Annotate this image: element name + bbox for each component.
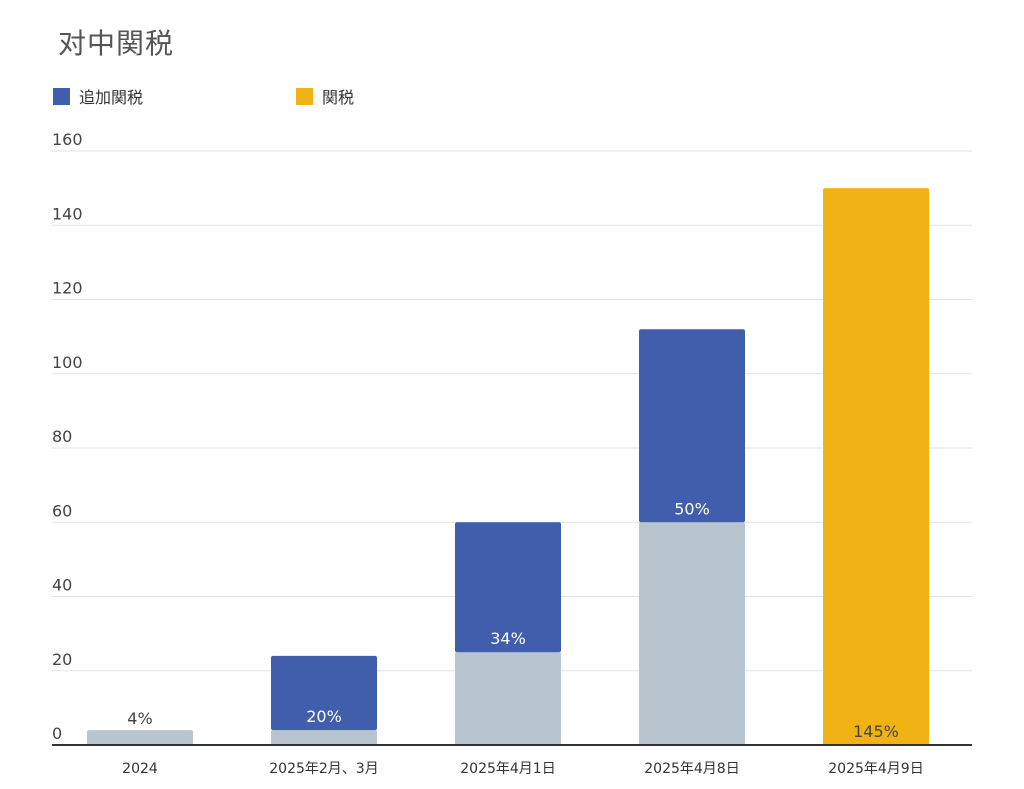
x-tick-label: 2025年2月、3月: [269, 761, 378, 777]
x-tick-label: 2025年4月9日: [828, 761, 923, 777]
x-tick-label: 2025年4月8日: [644, 761, 739, 777]
chart-title: 对中関税: [58, 27, 175, 60]
data-label: 34%: [490, 629, 526, 648]
y-tick-label: 20: [52, 650, 72, 669]
data-label: 4%: [127, 709, 152, 728]
y-tick-label: 100: [52, 353, 83, 372]
legend-item-tariff: 関税: [296, 84, 354, 108]
bar-segment: [271, 730, 377, 745]
data-label: 50%: [674, 499, 710, 518]
y-tick-label: 80: [52, 427, 72, 446]
bar-segment: [639, 522, 745, 745]
y-tick-label: 140: [52, 204, 83, 223]
y-tick-label: 0: [52, 724, 62, 743]
bar-segment: [271, 655, 377, 731]
y-tick-label: 120: [52, 279, 83, 298]
legend-item-additional-tariff: 追加関税: [53, 84, 143, 108]
bar-segment: [823, 188, 929, 745]
legend-label-additional-tariff: 追加関税: [79, 88, 144, 107]
bar-segment: [639, 329, 745, 523]
bar-segment: [87, 730, 193, 745]
legend-label-tariff: 関税: [322, 88, 355, 107]
legend-swatch-additional-tariff: [53, 87, 70, 105]
data-label: 20%: [306, 707, 342, 726]
y-tick-label: 160: [52, 130, 83, 149]
x-tick-label: 2025年4月1日: [460, 761, 555, 777]
bar-segment: [455, 652, 561, 745]
data-label: 145%: [853, 722, 899, 741]
y-tick-label: 40: [52, 576, 72, 595]
legend-swatch-tariff: [296, 87, 313, 105]
x-tick-label: 2024: [122, 761, 158, 777]
bar-segment: [455, 522, 561, 653]
y-tick-label: 60: [52, 501, 72, 520]
